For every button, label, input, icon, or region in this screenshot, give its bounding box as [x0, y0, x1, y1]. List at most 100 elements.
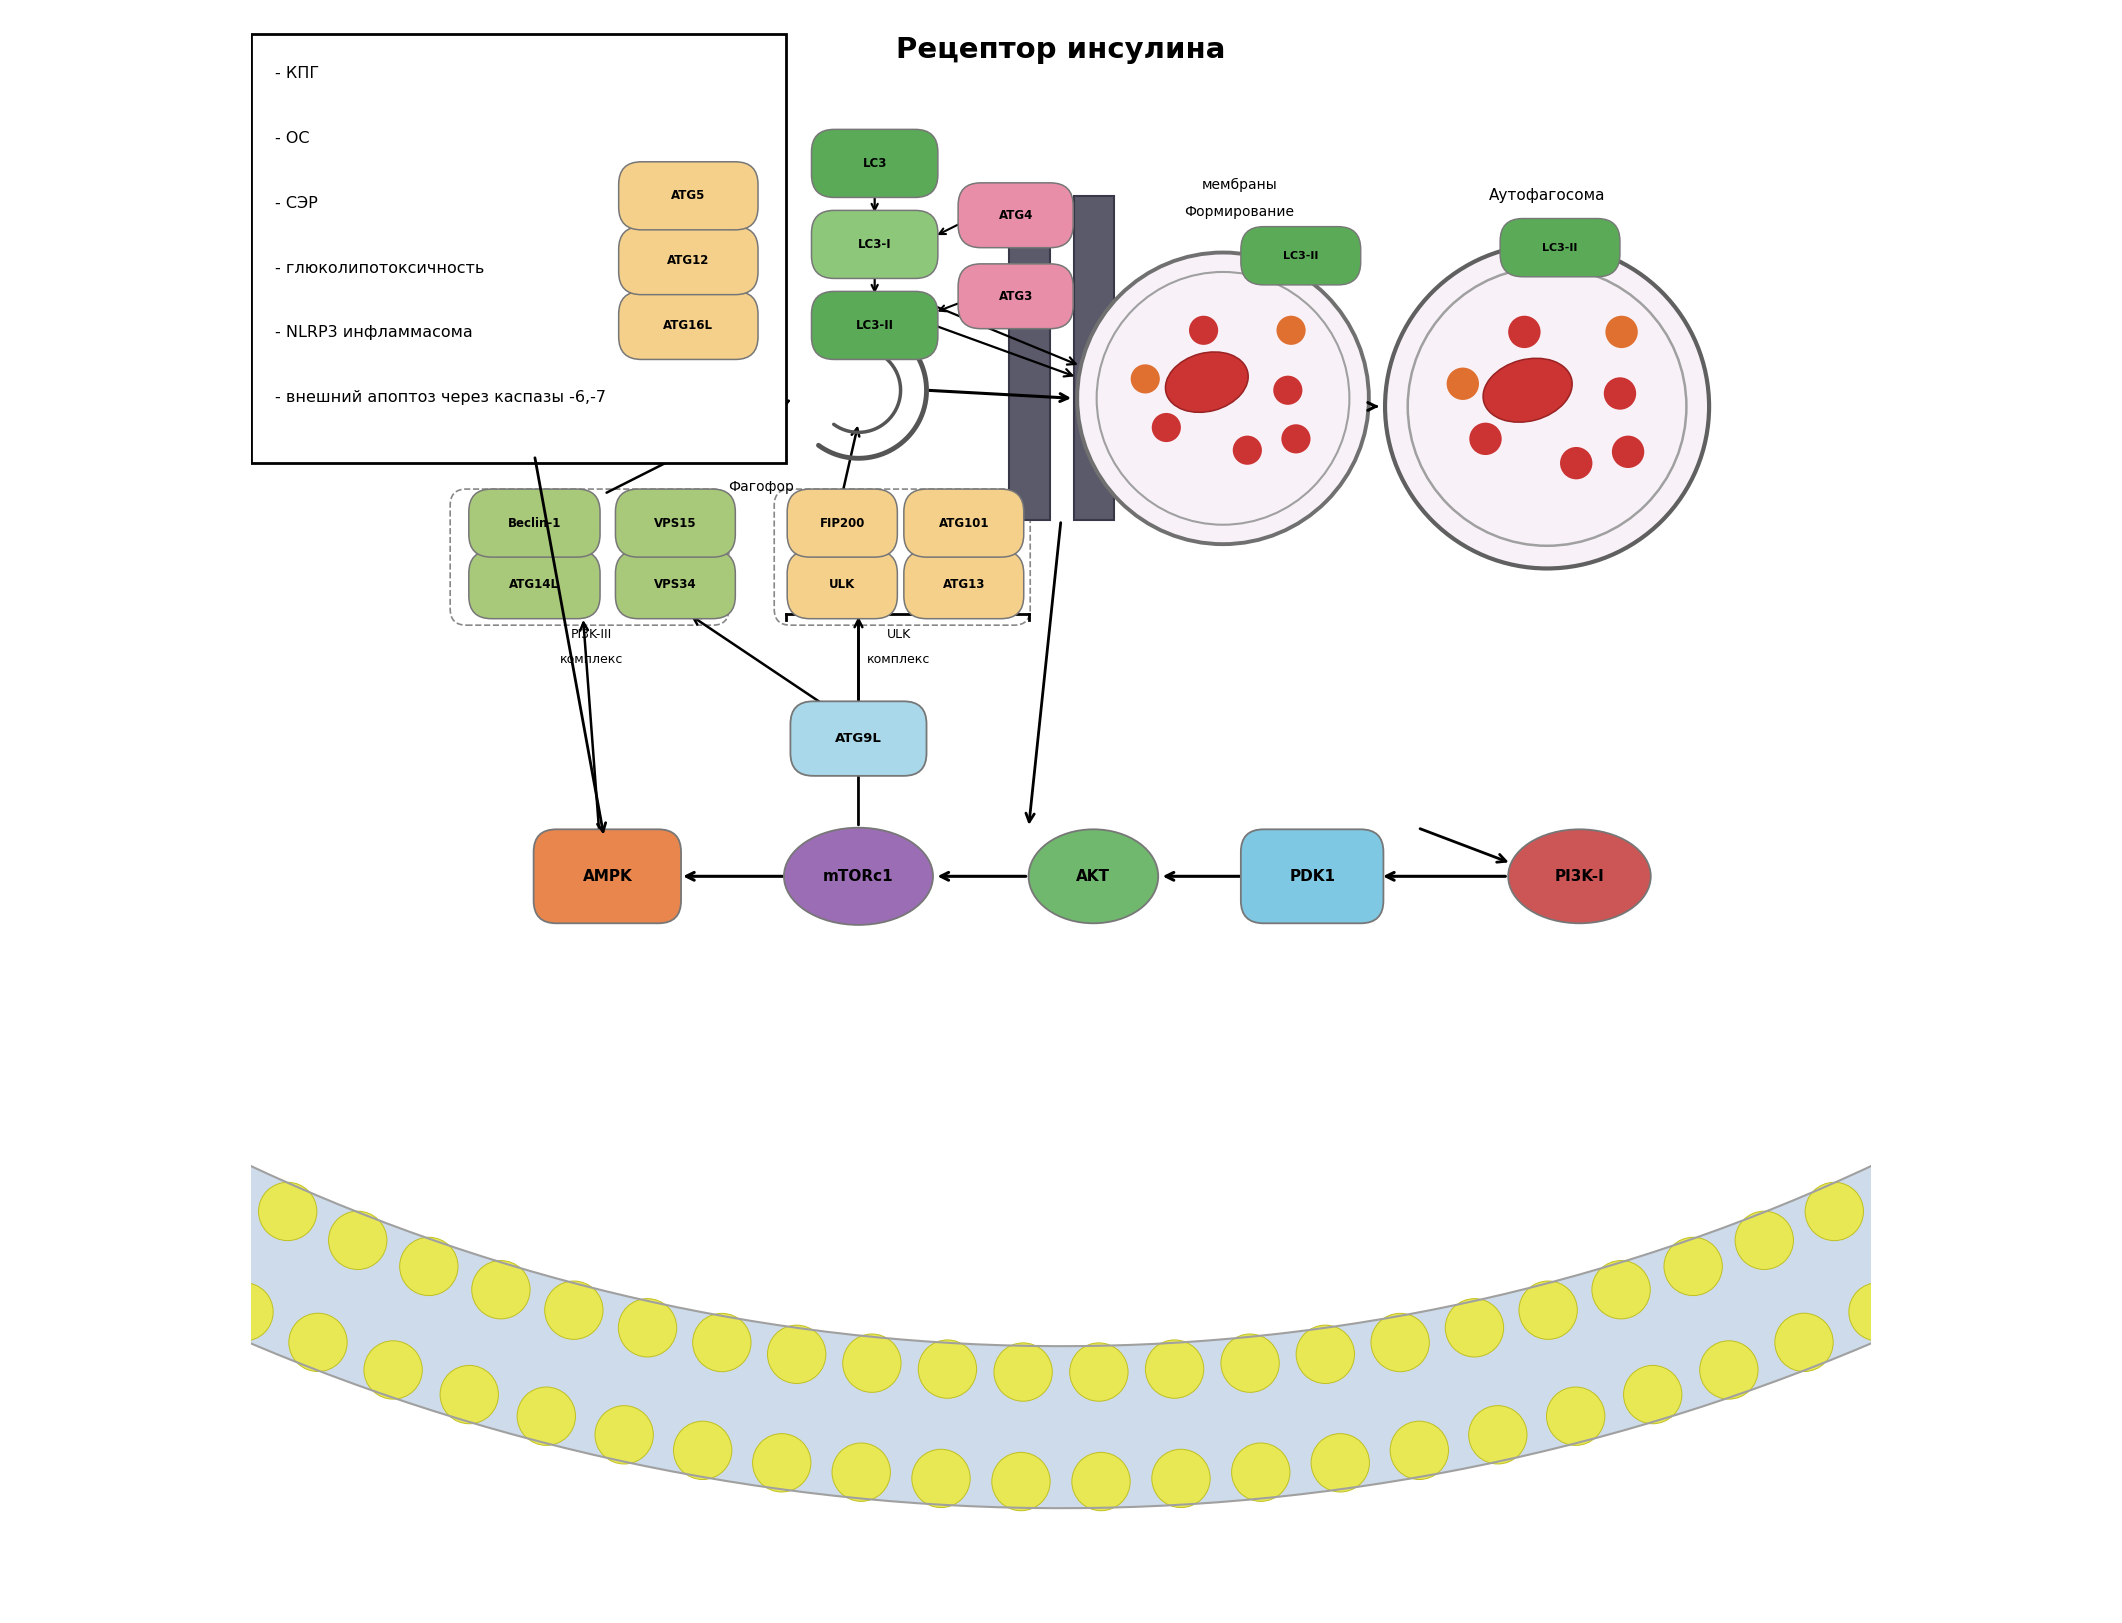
- FancyBboxPatch shape: [904, 489, 1023, 557]
- Circle shape: [1806, 1182, 1863, 1240]
- FancyBboxPatch shape: [811, 130, 938, 198]
- Text: VPS34: VPS34: [654, 578, 696, 591]
- Circle shape: [518, 1388, 575, 1446]
- FancyBboxPatch shape: [469, 489, 601, 557]
- Circle shape: [1146, 1341, 1203, 1399]
- Circle shape: [365, 1341, 422, 1399]
- Circle shape: [1519, 1281, 1577, 1339]
- Ellipse shape: [1029, 829, 1159, 923]
- Circle shape: [399, 1237, 458, 1295]
- Circle shape: [1311, 1433, 1369, 1492]
- Circle shape: [2007, 1079, 2067, 1138]
- Circle shape: [753, 1433, 811, 1492]
- Text: mTORc1: mTORc1: [823, 868, 893, 885]
- Text: Аутофагосома: Аутофагосома: [1490, 188, 1606, 203]
- FancyBboxPatch shape: [1241, 829, 1384, 923]
- FancyBboxPatch shape: [620, 162, 758, 230]
- Circle shape: [1390, 1422, 1449, 1480]
- Circle shape: [142, 1250, 199, 1308]
- Text: Фагофор: Фагофор: [728, 480, 794, 495]
- Text: мембраны: мембраны: [1201, 177, 1277, 192]
- Circle shape: [1942, 1117, 1999, 1175]
- Text: LC3: LC3: [862, 157, 887, 170]
- Circle shape: [912, 1449, 970, 1508]
- Text: - ОС: - ОС: [276, 131, 310, 146]
- Text: Beclin-1: Beclin-1: [507, 516, 560, 529]
- Circle shape: [1547, 1388, 1604, 1446]
- FancyBboxPatch shape: [615, 489, 736, 557]
- Circle shape: [1078, 253, 1369, 544]
- Text: ATG14L: ATG14L: [509, 578, 560, 591]
- Circle shape: [1131, 364, 1161, 393]
- Text: ATG101: ATG101: [938, 516, 989, 529]
- Circle shape: [993, 1342, 1053, 1401]
- Circle shape: [1736, 1211, 1793, 1269]
- Circle shape: [329, 1211, 386, 1269]
- Text: - глюколипотоксичность: - глюколипотоксичность: [276, 261, 484, 276]
- Circle shape: [1509, 316, 1541, 347]
- Circle shape: [1282, 424, 1311, 453]
- FancyBboxPatch shape: [469, 550, 601, 618]
- Text: AKT: AKT: [1076, 868, 1110, 885]
- Text: Рецептор инсулина: Рецептор инсулина: [895, 36, 1227, 63]
- Text: PI3K-III: PI3K-III: [571, 628, 611, 641]
- Text: ATG12: ATG12: [666, 255, 709, 268]
- Circle shape: [1069, 1342, 1129, 1401]
- Text: ATG4: ATG4: [999, 209, 1033, 222]
- FancyBboxPatch shape: [1074, 196, 1114, 519]
- FancyBboxPatch shape: [1010, 196, 1050, 519]
- Text: LC3-I: LC3-I: [857, 239, 891, 252]
- Circle shape: [214, 1282, 274, 1341]
- Circle shape: [1993, 1212, 2052, 1271]
- Circle shape: [1700, 1341, 1757, 1399]
- Circle shape: [0, 1175, 59, 1232]
- FancyBboxPatch shape: [533, 829, 681, 923]
- Text: ATG5: ATG5: [671, 190, 705, 203]
- Ellipse shape: [1165, 352, 1248, 412]
- Circle shape: [768, 1324, 825, 1383]
- Circle shape: [692, 1313, 751, 1371]
- Circle shape: [673, 1422, 732, 1480]
- Text: LC3-II: LC3-II: [1543, 243, 1579, 253]
- Circle shape: [1623, 1365, 1683, 1423]
- FancyBboxPatch shape: [787, 550, 898, 618]
- Circle shape: [545, 1281, 603, 1339]
- Text: ATG13: ATG13: [942, 578, 985, 591]
- Text: VPS15: VPS15: [654, 516, 696, 529]
- Circle shape: [1231, 1443, 1290, 1501]
- Circle shape: [1445, 1298, 1504, 1357]
- Text: PDK1: PDK1: [1290, 868, 1335, 885]
- Text: FIP200: FIP200: [819, 516, 866, 529]
- Circle shape: [1613, 435, 1645, 467]
- FancyBboxPatch shape: [250, 34, 785, 463]
- Text: ULK: ULK: [830, 578, 855, 591]
- FancyBboxPatch shape: [959, 183, 1074, 248]
- FancyBboxPatch shape: [1241, 227, 1360, 286]
- FancyBboxPatch shape: [1500, 219, 1619, 278]
- Circle shape: [1297, 1324, 1354, 1383]
- Circle shape: [1371, 1313, 1430, 1371]
- Text: - внешний апоптоз через каспазы -6,-7: - внешний апоптоз через каспазы -6,-7: [276, 390, 607, 406]
- Circle shape: [1592, 1261, 1651, 1319]
- Circle shape: [1664, 1237, 1723, 1295]
- Circle shape: [1220, 1334, 1280, 1393]
- Text: Формирование: Формирование: [1184, 204, 1294, 219]
- Circle shape: [1923, 1250, 1980, 1308]
- Circle shape: [594, 1406, 654, 1464]
- Text: ATG9L: ATG9L: [836, 732, 883, 745]
- Circle shape: [1874, 1151, 1933, 1209]
- Circle shape: [289, 1313, 348, 1371]
- Circle shape: [471, 1261, 530, 1319]
- Circle shape: [189, 1151, 248, 1209]
- Circle shape: [1188, 316, 1218, 344]
- FancyBboxPatch shape: [811, 211, 938, 279]
- Circle shape: [1774, 1313, 1833, 1371]
- Text: PI3K-I: PI3K-I: [1555, 868, 1604, 885]
- Circle shape: [1848, 1282, 1908, 1341]
- Text: LC3-II: LC3-II: [1284, 252, 1318, 261]
- Circle shape: [1277, 316, 1305, 344]
- FancyBboxPatch shape: [904, 550, 1023, 618]
- Circle shape: [1468, 422, 1502, 454]
- Ellipse shape: [1483, 359, 1572, 422]
- Circle shape: [1606, 316, 1638, 347]
